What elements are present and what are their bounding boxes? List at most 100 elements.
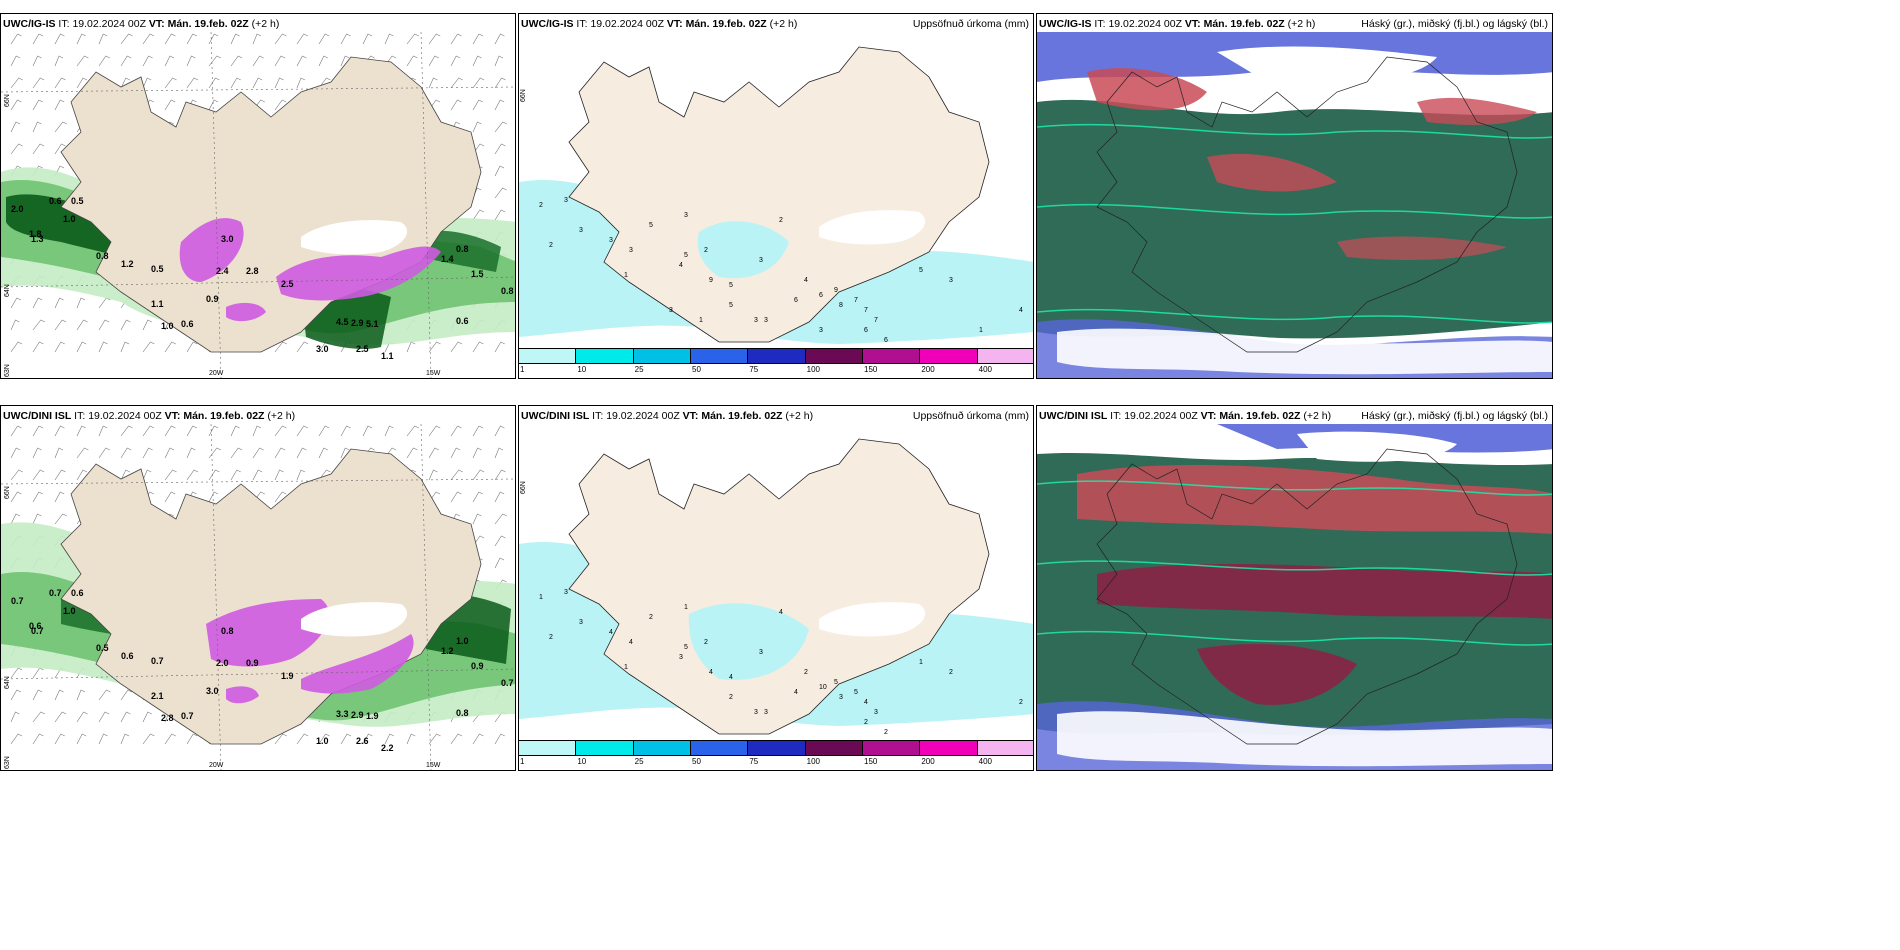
wind-barb [208,99,219,111]
it-label: IT: [1094,18,1106,30]
wind-barb [10,469,23,481]
wind-map[interactable]: 0.7 0.6 0.6 0.7 1.0 0.7 0.5 0.6 0.7 2.0 0.8 0.9 1.9 3… [1,424,515,770]
wind-barb [32,513,42,525]
colorbar-tick: 400 [978,365,993,374]
precip-value-label: 6 [884,337,888,344]
wind-map-canvas: 0.7 0.60.60.71.00.70.50.6 0.7 2.00.80.91.93… [1,424,515,770]
panel-header: UWC/DINI ISL IT: 19.02.2024 00Z VT: Mán.… [3,409,511,423]
cloud-panel-row2[interactable]: UWC/DINI ISL IT: 19.02.2024 00Z VT: Mán.… [1036,405,1553,771]
it-value: 19.02.2024 00Z [590,18,664,30]
wind-barb [10,667,23,679]
wind-barb [428,447,439,459]
colorbar: 1 10 25 50 75 100 150 200 400 [519,348,1033,378]
cloud-map[interactable] [1037,424,1552,770]
wind-panel-row1[interactable]: UWC/IG-IS IT: 19.02.2024 00Z VT: Mán. 19… [0,13,516,379]
clear-zone-bottom [1057,328,1552,375]
precip-value-label: 4 [629,639,633,646]
precip-value-label: 3 [764,317,768,324]
wind-value-label: 3.0 [316,344,329,354]
wind-value-label: 0.5 [96,643,109,653]
wind-barb [142,319,152,331]
precip-value-label: 9 [709,277,713,284]
precip-map[interactable]: 1 3 3 2 1 2 4 4 5 3 2 1 4 4 3 4 4 2 2 5 10 5 3 4 3 2 2 1 2 2 3 3 66N [519,424,1033,742]
wind-barb [10,99,22,111]
vt-value: Mán. 19.feb. 02Z [1203,18,1285,30]
wind-barb [32,667,44,679]
wind-value-label: 0.8 [456,244,469,254]
wind-value-label: 0.7 [181,711,194,721]
wind-barb [142,711,152,723]
wind-barb [10,143,23,155]
wind-barb [10,319,20,331]
wind-panel-row2[interactable]: UWC/DINI ISL IT: 19.02.2024 00Z VT: Mán.… [0,405,516,771]
colorbar-tick: 25 [634,757,644,766]
wind-labels: 0.7 0.60.60.71.00.70.50.6 0.7 2.00.80.91.93… [11,588,514,753]
snow-area-1 [179,218,244,282]
wind-value-label: 1.3 [31,234,44,244]
high-cloud-zone-4 [1337,236,1507,260]
cloud-panel-row1[interactable]: UWC/IG-IS IT: 19.02.2024 00Z VT: Mán. 19… [1036,13,1553,379]
wind-barb [406,425,419,437]
glacier-white [819,210,926,245]
wind-barb [142,55,153,67]
precip-title: Uppsöfnuð úrkoma (mm) [912,410,1029,422]
cloud-contours [1037,480,1552,646]
wind-barb [318,469,331,481]
it-value: 19.02.2024 00Z [606,410,680,422]
wind-barb [32,733,44,745]
wind-barb [494,165,505,177]
colorbar-swatch [519,348,577,364]
colorbar-swatch [863,740,921,756]
wind-barb [252,425,262,437]
colorbar: 1 10 25 50 75 100 150 200 400 [519,740,1033,770]
wind-barb [252,77,263,89]
wind-barb [76,447,89,459]
precip-value-label: 10 [819,684,827,691]
wind-barb [54,469,66,481]
wind-barb [274,425,287,437]
wind-value-label: 0.6 [121,651,134,661]
precip-value-label: 6 [819,292,823,299]
precip-value-label: 2 [884,729,888,736]
wind-barb [384,425,394,437]
precip-panel-row2[interactable]: UWC/DINI ISL IT: 19.02.2024 00Z VT: Mán.… [518,405,1034,771]
precip-inland [688,603,809,680]
wind-value-label: 2.4 [216,266,229,276]
wind-barb [76,469,88,481]
colorbar-swatch [863,348,921,364]
wind-map[interactable]: 0.6 0.5 1.8 2.0 1.0 1.3 0.8 1.2 0.5 2.4 3.0 2.8 2.5 0… [1,32,515,378]
wind-value-label: 2.6 [356,736,369,746]
clear-zone-top [1217,46,1437,84]
wind-barb [120,319,131,331]
wind-barb [428,341,441,353]
wind-barb [32,689,43,701]
wind-barb [54,319,67,331]
wind-value-label: 1.2 [121,259,134,269]
wind-barb [318,77,331,89]
cloud-map[interactable] [1037,32,1552,378]
wind-value-label: 0.6 [71,588,84,598]
panel-header: UWC/IG-IS IT: 19.02.2024 00Z VT: Mán. 19… [1039,17,1548,31]
snow-area-3 [226,302,266,322]
wind-barb [120,447,132,459]
wind-barb [472,121,482,133]
wind-value-label: 0.6 [29,621,42,631]
model-name: UWC/IG-IS [1039,18,1092,30]
wind-barb [164,33,176,45]
wind-value-label: 0.7 [49,588,62,598]
wind-value-label: 1.9 [281,671,294,681]
clear-zone-bottom [1057,711,1552,767]
wind-barb [472,491,483,503]
wind-barb [98,447,110,459]
wind-barb [494,341,505,353]
vt-label: VT: [148,18,165,30]
cloud-map-canvas [1037,424,1552,770]
wind-barb [32,319,45,331]
lon-label-20w: 20W [209,370,224,377]
wind-barb [98,341,108,353]
wind-barb [164,469,177,481]
wind-barb [450,491,462,503]
precip-panel-row1[interactable]: UWC/IG-IS IT: 19.02.2024 00Z VT: Mán. 19… [518,13,1034,379]
